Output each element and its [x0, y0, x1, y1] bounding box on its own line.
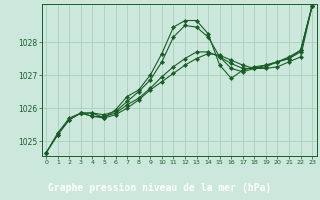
Text: Graphe pression niveau de la mer (hPa): Graphe pression niveau de la mer (hPa) [48, 183, 272, 193]
